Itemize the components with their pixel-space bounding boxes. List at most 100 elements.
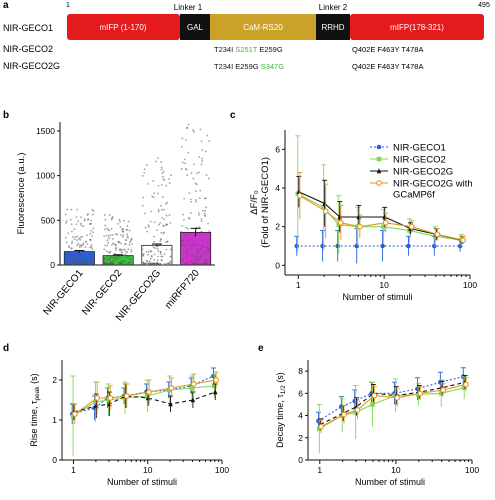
cell-dot — [201, 210, 204, 212]
cell-dot — [149, 257, 152, 260]
cell-dot — [86, 263, 89, 265]
cell-dot — [166, 201, 169, 204]
cell-dot — [75, 223, 78, 226]
cell-dot — [82, 244, 85, 246]
cell-dot — [64, 213, 67, 216]
cell-dot — [119, 234, 122, 236]
construct-name-2: NIR-GECO2 — [3, 44, 53, 54]
cell-dot — [153, 259, 156, 261]
cell-dot — [76, 208, 79, 211]
panel-letter-e: e — [258, 343, 264, 354]
cell-dot — [109, 262, 112, 265]
cell-dot — [76, 252, 79, 255]
cell-dot — [91, 234, 94, 237]
cell-dot — [165, 248, 168, 251]
cell-dot — [127, 220, 130, 223]
category-label-miRFP720: miRFP720 — [163, 268, 202, 312]
cell-dot — [106, 258, 109, 261]
cell-dot — [160, 204, 162, 207]
cell-dot — [153, 240, 156, 243]
cell-dot — [195, 256, 198, 258]
cell-dot — [148, 260, 151, 263]
cell-dot — [157, 184, 160, 187]
cell-dot — [189, 238, 192, 241]
mutation-0: T234I E259G — [214, 62, 261, 71]
series-line-3 — [299, 195, 464, 241]
cell-dot — [159, 253, 162, 255]
construct-2-cam-mutations: T234I S251T E259G — [214, 45, 283, 54]
cell-dot — [169, 261, 172, 264]
domain-label-rrhd: RRHD — [321, 23, 344, 32]
cell-dot — [197, 249, 200, 252]
cell-dot — [81, 255, 83, 258]
cell-dot — [117, 240, 120, 243]
cell-dot — [131, 242, 133, 245]
cell-dot — [125, 239, 128, 241]
cell-dot — [207, 177, 210, 180]
point-marker — [168, 401, 173, 407]
cell-dot — [88, 256, 91, 259]
cell-dot — [84, 262, 87, 265]
cell-dot — [162, 225, 165, 228]
cell-dot — [146, 260, 149, 263]
cell-dot — [199, 248, 202, 250]
y-tick-label: 8 — [298, 366, 303, 376]
point-marker — [322, 208, 329, 215]
cell-dot — [181, 239, 184, 242]
cell-dot — [169, 248, 172, 251]
cell-dot — [142, 254, 145, 257]
cell-dot — [200, 163, 203, 166]
cell-dot — [200, 220, 203, 223]
construct-name-3: NIR-GECO2G — [3, 61, 60, 71]
cell-dot — [180, 168, 183, 170]
cell-dot — [84, 258, 87, 261]
cell-dot — [205, 258, 208, 261]
cell-dot — [64, 236, 67, 239]
cell-dot — [112, 237, 114, 240]
cell-dot — [126, 233, 129, 236]
cell-dot — [160, 184, 163, 186]
cell-dot — [107, 234, 110, 237]
cell-dot — [198, 211, 200, 214]
cell-dot — [106, 255, 109, 257]
cell-dot — [186, 240, 189, 242]
point-marker — [320, 243, 325, 249]
x-tick-label: 1 — [71, 465, 76, 475]
cell-dot — [164, 224, 167, 226]
y-axis-label-unit: (s) — [29, 373, 39, 386]
cell-dot — [145, 250, 148, 253]
y-tick-label: 2 — [52, 375, 57, 385]
point-marker — [213, 377, 219, 383]
cell-dot — [79, 260, 82, 263]
sequence-start-number: 1 — [66, 2, 70, 9]
cell-dot — [117, 222, 120, 225]
cell-dot — [151, 255, 153, 258]
cell-dot — [89, 238, 92, 241]
cell-dot — [128, 241, 131, 244]
cell-dot — [79, 244, 81, 247]
cell-dot — [82, 242, 85, 245]
cell-dot — [80, 224, 83, 227]
cell-dot — [85, 240, 88, 243]
cell-dot — [71, 240, 74, 243]
point-marker — [440, 387, 446, 393]
cell-dot — [79, 238, 82, 241]
cell-dot — [74, 236, 77, 239]
cell-dot — [193, 243, 195, 246]
cell-dot — [153, 235, 156, 238]
cell-dot — [185, 263, 188, 265]
cell-dot — [86, 243, 89, 246]
y-axis-label-subscript: 1/2 — [280, 385, 287, 394]
linker-1-label: Linker 1 — [174, 3, 203, 12]
cell-dot — [119, 226, 122, 228]
point-marker — [93, 399, 98, 405]
point-marker — [376, 156, 382, 162]
point-marker — [107, 395, 114, 401]
domain-label-gal: GAL — [187, 23, 204, 32]
domain-label-mifp-n: mIFP (1-170) — [100, 23, 147, 32]
cell-dot — [118, 218, 121, 221]
cell-dot — [195, 199, 197, 201]
cell-dot — [107, 251, 110, 254]
cell-dot — [169, 222, 172, 224]
point-marker — [123, 393, 130, 399]
